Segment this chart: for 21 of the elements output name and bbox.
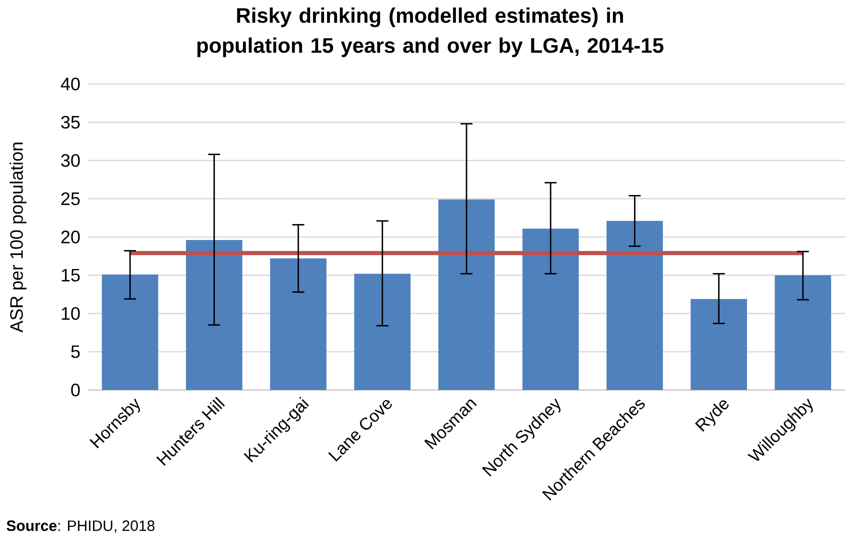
bar [606, 220, 663, 390]
y-tick-label: 25 [61, 192, 80, 206]
bar [522, 228, 579, 390]
bar [354, 274, 411, 390]
chart-title: Risky drinking (modelled estimates) in population 15 years and over by LGA, 2014-15 [197, 8, 664, 58]
y-tick-label: 40 [60, 78, 80, 90]
y-axis-title: ASR per 100 population [10, 142, 26, 333]
bar [102, 274, 158, 390]
y-tick-label: 35 [61, 116, 80, 129]
bar [690, 298, 748, 390]
y-tick-label: 30 [61, 154, 80, 167]
bar [438, 200, 495, 390]
y-tick-label: 10 [62, 307, 80, 320]
bar [774, 275, 832, 390]
y-tick-label: 20 [61, 230, 80, 244]
bar [186, 240, 242, 390]
text: Source: PHIDU, 2018 [6, 520, 154, 533]
y-tick-label: 0 [71, 384, 80, 396]
y-tick-label: 5 [71, 345, 80, 358]
y-tick-label: 15 [62, 268, 80, 282]
bar [270, 258, 326, 390]
